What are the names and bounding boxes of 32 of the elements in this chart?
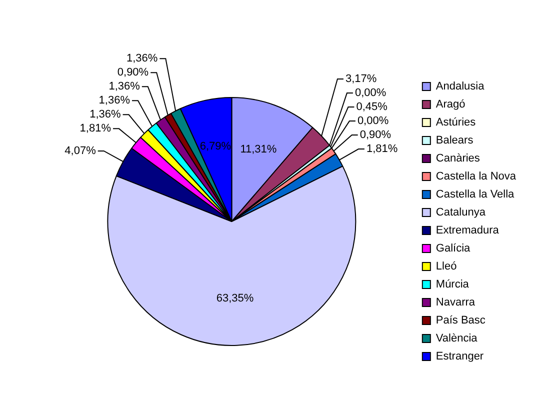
legend-label: Aragó: [436, 98, 466, 111]
data-label: 1,36%: [126, 52, 158, 65]
text: 0,00%: [357, 115, 389, 128]
legend-label: Lleó: [436, 260, 457, 273]
text: 0,00%: [354, 87, 386, 100]
legend-label: Navarra: [436, 296, 476, 309]
legend-label: Catalunya: [436, 206, 486, 219]
legend-label: Andalusia: [436, 80, 486, 93]
data-label: 1,36%: [108, 80, 140, 93]
data-label: 63,35%: [216, 292, 254, 304]
data-label: 0,45%: [356, 101, 388, 114]
legend-label: Extremadura: [436, 224, 500, 237]
legend-label: Múrcia: [436, 278, 470, 291]
legend-label: Galícia: [436, 242, 472, 255]
legend-label: País Basc: [436, 314, 486, 327]
data-label: 1,36%: [90, 108, 121, 121]
data-label: 3,17%: [345, 73, 377, 86]
legend-label: Estranger: [436, 350, 484, 363]
legend-label: Astúries: [436, 116, 476, 129]
legend-label: Balears: [436, 134, 474, 147]
data-label: 1,36%: [98, 94, 130, 107]
legend-label: Castella la Vella: [436, 188, 516, 201]
data-label: 0,90%: [117, 66, 149, 79]
legend-label: Canàries: [436, 152, 480, 165]
data-label: 1,81%: [366, 143, 398, 156]
data-label: 1,81%: [80, 122, 112, 135]
data-label: 11,31%: [240, 143, 277, 156]
data-label: 6,79%: [200, 140, 232, 152]
data-label: 4,07%: [64, 144, 96, 157]
legend-label: Castella la Nova: [436, 170, 517, 183]
data-label: 0,90%: [360, 129, 392, 142]
legend-label: València: [436, 332, 478, 345]
